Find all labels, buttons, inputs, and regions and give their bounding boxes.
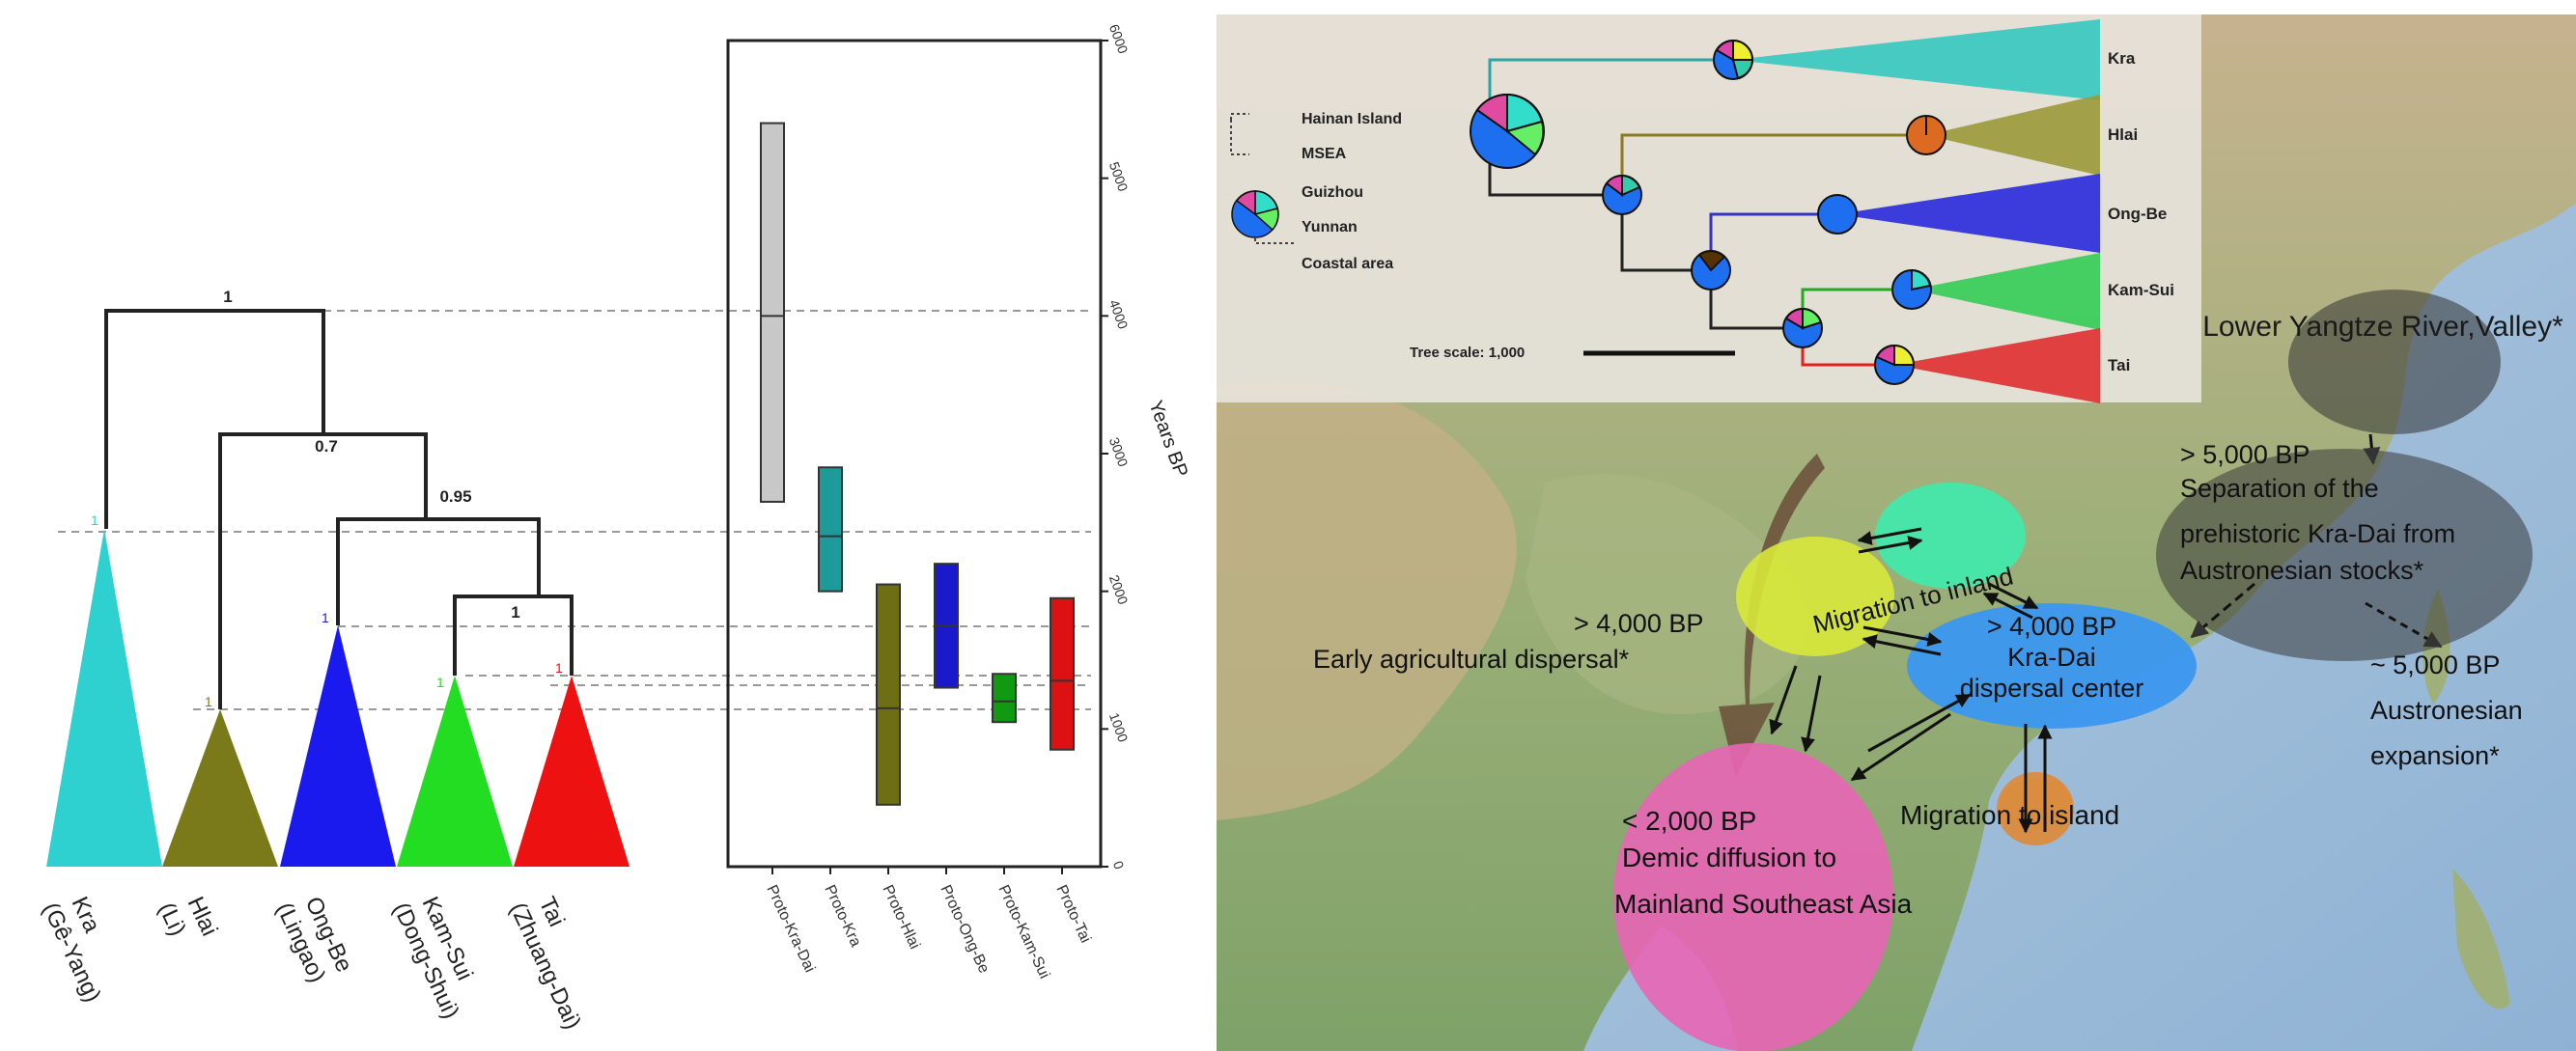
dispersal-center-line-1: > 4,000 BP <box>1987 612 2116 641</box>
inset-triangle-kamsui <box>1912 253 2100 330</box>
map-plateau <box>1217 381 1517 820</box>
clade-kamsui-triangle <box>397 676 513 867</box>
clade-hlai-triangle <box>162 709 278 867</box>
tree-branches <box>104 309 574 709</box>
early-ag-line-2: Early agricultural dispersal* <box>1313 645 1630 674</box>
separation-line-2: Separation of the <box>2180 474 2379 503</box>
inset-triangle-tai <box>1894 328 2100 403</box>
inset-triangle-kra <box>1733 19 2100 100</box>
luzon-island <box>2452 869 2510 1010</box>
early-ag-line-1: > 4,000 BP <box>1574 609 1703 638</box>
inset-tip-kra: Kra <box>2108 49 2136 68</box>
support-node-4: 1 <box>511 603 519 622</box>
tip-support-hlai: 1 <box>205 694 212 709</box>
inset-tip-ongbe: Ong-Be <box>2108 205 2167 223</box>
legend-guizhou: Guizhou <box>1302 184 1363 201</box>
clade-label-hlai: Hlai <box>182 893 223 940</box>
x-tick-label: Proto-Kam-Sui <box>994 883 1052 982</box>
range-bar <box>760 122 785 503</box>
ellipse-island <box>1997 772 2074 845</box>
y-axis-label: Years BP <box>1144 398 1191 480</box>
inset-triangle-ongbe <box>1837 174 2100 253</box>
legend-pie-icon <box>1231 190 1279 238</box>
clade-tai-triangle <box>514 676 630 867</box>
x-tick-label: Proto-Kra <box>821 883 863 950</box>
x-tick-label: Proto-Tai <box>1052 883 1093 946</box>
tip-support-ongbe: 1 <box>322 610 329 625</box>
legend-hainan: Hainan Island <box>1302 111 1402 127</box>
inset-tip-hlai: Hlai <box>2108 125 2138 144</box>
demic-line-1: < 2,000 BP <box>1622 806 1756 836</box>
inset-pie-kamsui <box>1891 268 1932 310</box>
inset-pie-kra <box>1713 39 1754 80</box>
inset-tip-tai: Tai <box>2108 356 2130 374</box>
map-hills <box>1526 474 1807 714</box>
ellipse-inland <box>1875 483 2026 589</box>
separation-line-3: prehistoric Kra-Dai from <box>2180 519 2455 548</box>
dispersal-center-line-3: dispersal center <box>1960 674 2144 703</box>
ellipse-demic <box>1613 743 1893 1051</box>
support-root: 1 <box>223 288 232 306</box>
support-node-3: 0.95 <box>439 487 471 506</box>
ellipse-early-ag <box>1736 537 1894 656</box>
dispersal-center-line-2: Kra-Dai <box>2007 643 2096 672</box>
separation-line-4: Austronesian stocks* <box>2180 556 2424 585</box>
tip-support-kra: 1 <box>91 512 98 528</box>
demic-line-3: Mainland Southeast Asia <box>1614 889 1913 919</box>
yangtze-label-1: Lower Yangtze River,Valley* <box>2202 311 2563 343</box>
x-tick-label: Proto-Kra-Dai <box>763 883 818 976</box>
legend-msea: MSEA <box>1302 146 1347 162</box>
inset-pie-node2 <box>1602 174 1642 215</box>
inset-pie-hlai <box>1906 115 1946 155</box>
y-tick-label: 1000 <box>1106 710 1132 744</box>
range-bar <box>992 673 1017 724</box>
migration-arrows <box>1769 433 2443 834</box>
austronesian-line-2: Austronesian <box>2370 696 2523 725</box>
x-tick-label: Proto-Ong-Be <box>937 883 992 977</box>
y-tick-label: 0 <box>1110 859 1128 871</box>
inset-pie-node3 <box>1691 250 1731 290</box>
demic-line-2: Demic diffusion to <box>1622 843 1836 872</box>
yangtze-label-text: Lower Yangtze River,Valley* <box>2202 311 2563 343</box>
separation-shade <box>2156 449 2533 661</box>
range-bar <box>818 466 843 593</box>
y-tick-label: 3000 <box>1106 435 1132 469</box>
tip-support-kamsui: 1 <box>436 675 444 690</box>
support-node-2: 0.7 <box>315 437 338 456</box>
clade-kra-triangle <box>46 529 162 867</box>
y-tick-label: 5000 <box>1106 160 1132 194</box>
y-tick-label: 4000 <box>1106 297 1132 331</box>
yangtze-shade <box>2288 290 2501 434</box>
ellipse-dispersal-center <box>1907 603 2197 729</box>
map-panel: Kra Hlai Ong-Be Kam-Sui Tai Hainan Islan… <box>1217 14 2576 1051</box>
legend-yunnan: Yunnan <box>1302 219 1358 235</box>
tip-support-tai: 1 <box>555 660 563 676</box>
austronesian-line-3: expansion* <box>2370 741 2500 770</box>
separation-line-1: > 5,000 BP <box>2180 440 2310 469</box>
x-tick-label: Proto-Hlai <box>879 883 922 953</box>
range-bar <box>876 583 901 806</box>
legend-coastal: Coastal area <box>1302 256 1393 272</box>
phylogeny-panel: 1 0.7 0.95 1 1 1 1 1 1 Kra (Gê-Yang) Hla… <box>38 288 1091 1034</box>
inset-pie-root <box>1470 93 1545 169</box>
austronesian-line-1: ~ 5,000 BP <box>2370 650 2500 679</box>
inset-pie-ongbe <box>1817 194 1858 235</box>
tree-scale-label: Tree scale: 1,000 <box>1410 345 1525 361</box>
inset-triangle-hlai <box>1926 95 2100 176</box>
y-tick-label: 6000 <box>1106 22 1132 56</box>
y-tick-label: 2000 <box>1106 573 1132 607</box>
inset-legend: Hainan Island MSEA Guizhou Yunnan Coasta… <box>1230 111 1402 272</box>
migration-island-label: Migration to island <box>1900 800 2119 830</box>
inset-pie-tai <box>1874 344 1916 385</box>
inset-pie-node4 <box>1782 307 1823 348</box>
inset-tip-kamsui: Kam-Sui <box>2108 281 2174 299</box>
range-bar <box>1050 596 1075 751</box>
clade-ongbe-triangle <box>280 625 396 867</box>
dispersal-big-arrow <box>1719 454 1825 777</box>
